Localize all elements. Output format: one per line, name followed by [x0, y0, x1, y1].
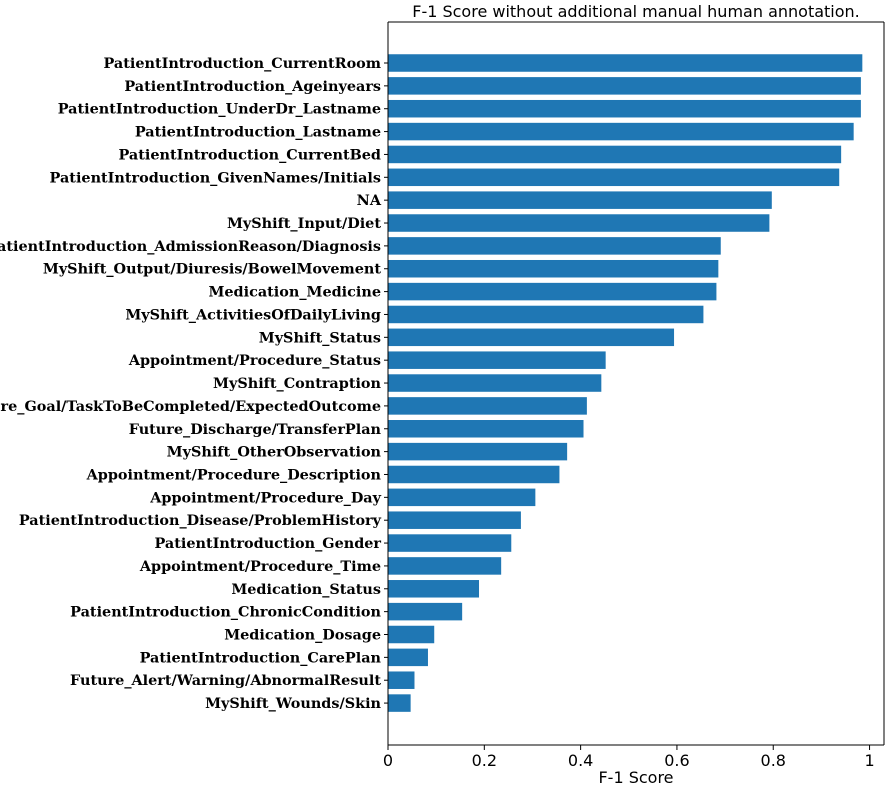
bar — [388, 511, 521, 529]
category-label: Future_Goal/TaskToBeCompleted/ExpectedOu… — [0, 398, 381, 415]
bar — [388, 671, 415, 689]
axes — [384, 21, 885, 746]
bar — [388, 214, 770, 232]
bars-layer — [388, 54, 863, 712]
category-label: Medication_Dosage — [224, 627, 381, 644]
category-label: PatientIntroduction_GivenNames/Initials — [50, 169, 381, 186]
category-label: PatientIntroduction_CurrentRoom — [103, 55, 381, 72]
category-label: MyShift_Wounds/Skin — [205, 695, 381, 712]
bar — [388, 557, 502, 575]
category-label: PatientIntroduction_ChronicCondition — [70, 604, 381, 621]
bar — [388, 420, 584, 438]
category-label: PatientIntroduction_Lastname — [135, 124, 381, 141]
bar — [388, 168, 840, 187]
bar — [388, 648, 428, 667]
category-label: MyShift_Status — [259, 329, 381, 346]
bar — [388, 54, 863, 72]
category-label: PatientIntroduction_Disease/ProblemHisto… — [19, 512, 382, 529]
bar — [388, 351, 606, 369]
category-label: PatientIntroduction_AdmissionReason/Diag… — [0, 238, 381, 255]
bar — [388, 77, 861, 95]
bar — [388, 145, 842, 164]
bar — [388, 694, 411, 712]
bar — [388, 282, 717, 301]
bar — [388, 465, 560, 484]
category-label: PatientIntroduction_Ageinyears — [124, 78, 381, 95]
category-label: MyShift_OtherObservation — [167, 444, 382, 461]
x-tick-label: 1 — [864, 751, 874, 770]
bar — [388, 328, 675, 347]
bar — [388, 534, 512, 552]
bar — [388, 259, 719, 278]
category-label: MyShift_Input/Diet — [227, 215, 381, 232]
category-label: Future_Discharge/TransferPlan — [129, 421, 382, 438]
category-label: PatientIntroduction_UnderDr_Lastname — [58, 101, 381, 118]
category-label: Medication_Status — [231, 581, 381, 598]
x-tick-label: 0.4 — [568, 751, 593, 770]
bar — [388, 99, 861, 118]
category-label: MyShift_Contraption — [213, 375, 381, 392]
bar — [388, 602, 463, 621]
category-label: PatientIntroduction_CurrentBed — [118, 146, 381, 163]
bar — [388, 488, 536, 507]
bar — [388, 237, 721, 255]
bar — [388, 442, 568, 461]
x-tick-label: 0.8 — [761, 751, 786, 770]
category-label: Medication_Medicine — [208, 284, 381, 301]
x-tick-label: 0.6 — [664, 751, 689, 770]
bar — [388, 305, 704, 324]
category-label: PatientIntroduction_Gender — [154, 535, 381, 552]
chart-title: F-1 Score without additional manual huma… — [412, 2, 860, 21]
bar — [388, 580, 480, 598]
bar — [388, 191, 772, 209]
category-label: Appointment/Procedure_Time — [139, 558, 381, 575]
category-label: NA — [357, 192, 382, 209]
bar — [388, 397, 587, 415]
x-axis-title: F-1 Score — [598, 768, 673, 787]
bar — [388, 374, 602, 392]
bar — [388, 122, 854, 141]
category-label: Appointment/Procedure_Day — [149, 489, 381, 506]
category-label: Future_Alert/Warning/AbnormalResult — [70, 672, 381, 689]
x-tick-label: 0.2 — [472, 751, 497, 770]
category-labels: PatientIntroduction_CurrentRoom PatientIn… — [0, 55, 382, 712]
category-label: PatientIntroduction_CarePlan — [140, 649, 382, 666]
category-label: Appointment/Procedure_Description — [86, 466, 382, 483]
x-tick-label: 0 — [383, 751, 393, 770]
category-label: MyShift_ActivitiesOfDailyLiving — [125, 306, 381, 323]
category-label: Appointment/Procedure_Status — [128, 352, 381, 369]
bar — [388, 625, 435, 644]
category-label: MyShift_Output/Diuresis/BowelMovement — [43, 261, 381, 278]
x-ticks: 0 0.2 0.4 0.6 0.8 1 — [383, 745, 875, 770]
